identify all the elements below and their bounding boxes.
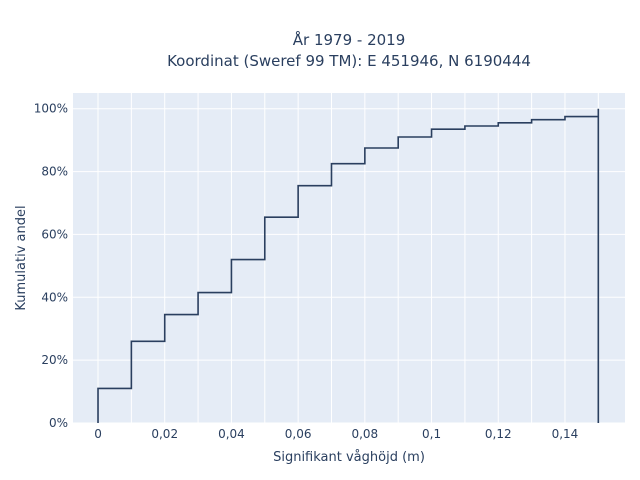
plot-area — [73, 93, 625, 423]
y-tick-label-5: 100% — [34, 102, 68, 116]
y-axis-label: Kumulativ andel — [14, 205, 29, 310]
y-tick-label-0: 0% — [49, 416, 68, 430]
x-tick-label-6: 0,12 — [485, 427, 512, 441]
x-tick-label-1: 0,02 — [151, 427, 178, 441]
x-tick-label-4: 0,08 — [351, 427, 378, 441]
y-tick-label-2: 40% — [41, 290, 68, 304]
x-tick-label-3: 0,06 — [285, 427, 312, 441]
gridlines — [73, 93, 625, 424]
x-tick-label-0: 0 — [94, 427, 102, 441]
y-tick-label-3: 60% — [41, 227, 68, 241]
y-tick-label-4: 80% — [41, 165, 68, 179]
x-tick-label-5: 0,1 — [422, 427, 441, 441]
chart-title-line-2: Koordinat (Sweref 99 TM): E 451946, N 61… — [167, 52, 531, 70]
y-tick-label-1: 20% — [41, 353, 68, 367]
x-axis-ticks: 0 0,02 0,04 0,06 0,08 0,1 0,12 0,14 — [94, 427, 578, 441]
y-axis-ticks: 0% 20% 40% 60% 80% 100% — [34, 102, 68, 430]
x-tick-label-2: 0,04 — [218, 427, 245, 441]
x-tick-label-7: 0,14 — [552, 427, 579, 441]
ecdf-series-line-0 — [97, 108, 600, 423]
chart-title-line-1: År 1979 - 2019 — [293, 30, 406, 49]
x-axis-label: Signifikant våghöjd (m) — [273, 450, 425, 465]
series-layer — [97, 108, 600, 423]
